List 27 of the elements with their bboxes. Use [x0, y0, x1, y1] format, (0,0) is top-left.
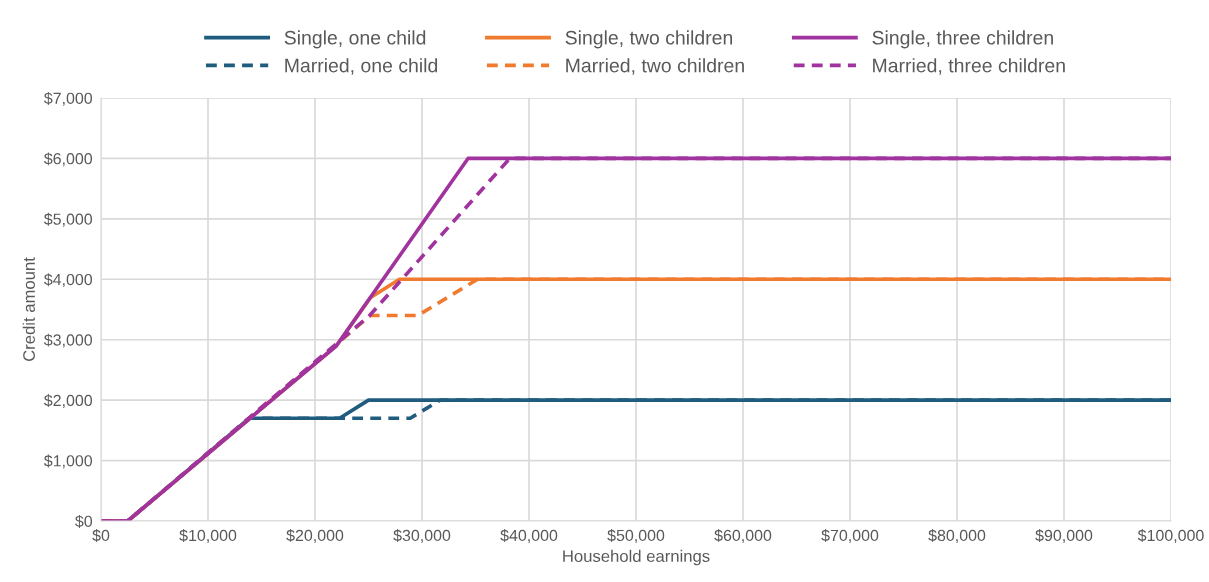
x-tick-label: $50,000 — [607, 529, 665, 543]
x-tick-label: $10,000 — [179, 529, 237, 543]
legend-label: Married, one child — [285, 58, 438, 75]
y-tick-label: $5,000 — [43, 212, 93, 227]
x-tick-label: $30,000 — [393, 529, 451, 543]
legend-label: Married, two children — [566, 58, 744, 75]
x-axis-title: Household earnings — [563, 549, 710, 566]
y-tick-label: $4,000 — [43, 273, 93, 288]
y-tick-label: $6,000 — [43, 152, 93, 167]
x-tick-label: $0 — [92, 529, 110, 543]
y-tick-label: $3,000 — [43, 333, 93, 348]
legend-label: Single, three children — [872, 30, 1053, 49]
x-tick-label: $40,000 — [500, 529, 558, 543]
x-tick-label: $20,000 — [286, 529, 344, 543]
legend-label: Single, two children — [565, 30, 733, 49]
y-tick-label: $1,000 — [43, 454, 93, 469]
x-tick-label: $80,000 — [928, 529, 986, 543]
x-tick-label: $60,000 — [714, 529, 772, 543]
x-tick-label: $100,000 — [1137, 529, 1204, 543]
x-tick-label: $70,000 — [821, 529, 879, 543]
legend-label: Single, one child — [284, 30, 426, 49]
y-axis-title: Credit amount — [22, 257, 35, 361]
legend-label: Married, three children — [873, 58, 1065, 75]
x-tick-label: $90,000 — [1035, 529, 1093, 543]
y-tick-label: $2,000 — [43, 394, 93, 408]
y-tick-label: $0 — [75, 514, 93, 528]
y-tick-label: $7,000 — [43, 91, 93, 106]
